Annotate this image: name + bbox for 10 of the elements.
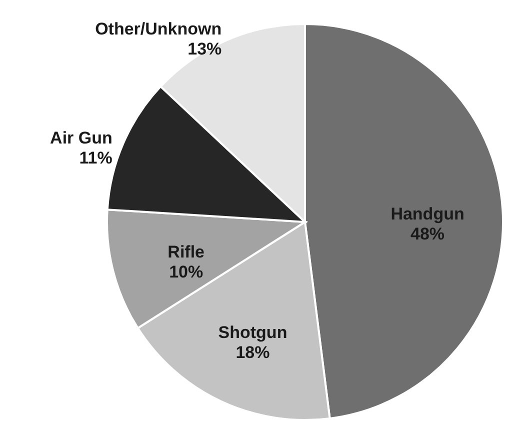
- data-label: 18%: [236, 343, 270, 362]
- data-label: 11%: [79, 148, 112, 168]
- slice-label: Rifle: [168, 242, 205, 262]
- data-label: 10%: [169, 262, 204, 282]
- slice-label: Air Gun: [50, 128, 112, 148]
- data-label: 13%: [188, 39, 222, 58]
- slice-label: Other/Unknown: [95, 19, 222, 38]
- slice-label: Shotgun: [218, 323, 288, 342]
- data-label: 48%: [410, 224, 445, 244]
- slice-label: Handgun: [390, 204, 464, 224]
